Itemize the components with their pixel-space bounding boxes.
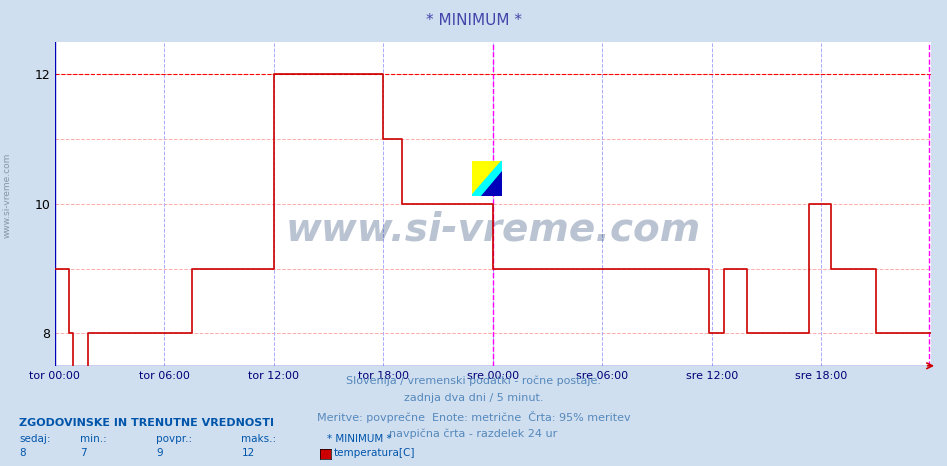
Text: zadnja dva dni / 5 minut.: zadnja dva dni / 5 minut. — [403, 393, 544, 403]
Polygon shape — [481, 171, 502, 196]
Text: * MINIMUM *: * MINIMUM * — [327, 434, 391, 444]
Text: Slovenija / vremenski podatki - ročne postaje.: Slovenija / vremenski podatki - ročne po… — [346, 375, 601, 386]
Text: maks.:: maks.: — [241, 434, 277, 444]
Text: www.si-vreme.com: www.si-vreme.com — [2, 153, 11, 239]
Text: 7: 7 — [80, 448, 87, 458]
Text: www.si-vreme.com: www.si-vreme.com — [285, 211, 701, 249]
Text: 9: 9 — [156, 448, 163, 458]
Text: 12: 12 — [241, 448, 255, 458]
Text: min.:: min.: — [80, 434, 107, 444]
Text: povpr.:: povpr.: — [156, 434, 192, 444]
Text: 8: 8 — [19, 448, 26, 458]
Polygon shape — [472, 161, 502, 196]
Text: ZGODOVINSKE IN TRENUTNE VREDNOSTI: ZGODOVINSKE IN TRENUTNE VREDNOSTI — [19, 418, 274, 428]
Text: * MINIMUM *: * MINIMUM * — [425, 13, 522, 28]
Text: Meritve: povprečne  Enote: metrične  Črta: 95% meritev: Meritve: povprečne Enote: metrične Črta:… — [316, 411, 631, 423]
Polygon shape — [472, 161, 502, 196]
Text: temperatura[C]: temperatura[C] — [333, 448, 415, 458]
Text: navpična črta - razdelek 24 ur: navpična črta - razdelek 24 ur — [389, 428, 558, 439]
Text: sedaj:: sedaj: — [19, 434, 50, 444]
